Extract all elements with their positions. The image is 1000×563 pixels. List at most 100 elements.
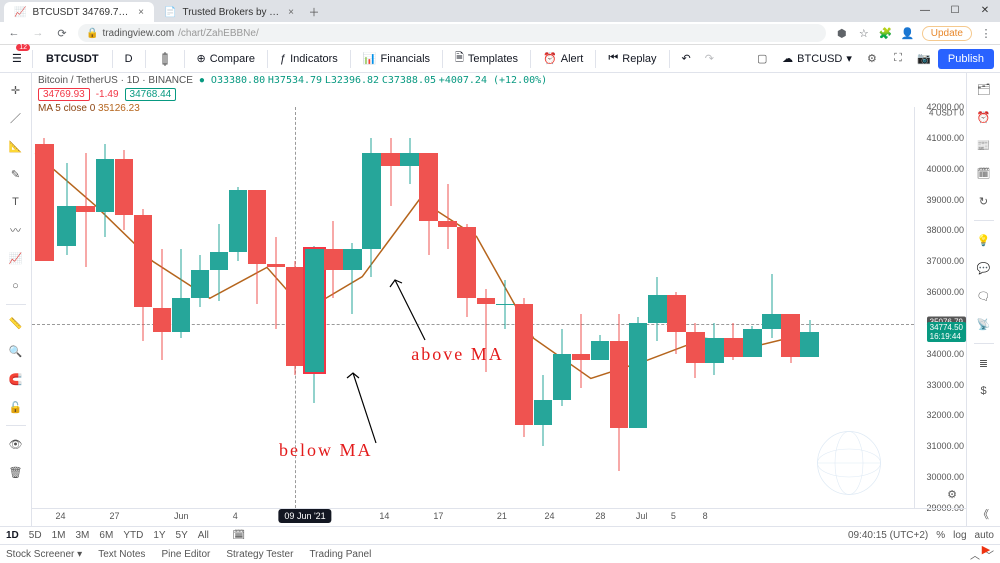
candle [629,107,648,508]
extension-icon[interactable]: ⬢ [834,25,850,41]
reload-button[interactable]: ⟳ [54,25,70,41]
url-host: tradingview.com [102,28,174,39]
close-icon[interactable]: × [288,7,294,18]
tv-toolbar: ☰ BTCUSDT D ⊕Compare ƒIndicators 📊Financ… [0,45,1000,73]
candle [553,107,572,508]
news-icon[interactable]: 📰 [972,133,996,157]
close-icon[interactable]: × [138,7,144,18]
date-flag: 09 Jun '21 [278,509,331,523]
layout-symbol[interactable]: ☁BTCUSD▾ [776,48,858,70]
ruler-tool[interactable]: 📏 [3,310,29,336]
back-button[interactable]: ← [6,25,22,41]
fullscreen-icon[interactable]: ⛶ [886,47,910,71]
layout-button[interactable]: ▢ [750,47,774,71]
order-icon[interactable]: $ [972,379,996,403]
candle [743,107,762,508]
trash-tool[interactable]: 🗑 [3,459,29,485]
broadcast-icon[interactable]: 📡 [972,312,996,336]
interval-All[interactable]: All [198,530,209,541]
candle-style-button[interactable] [152,48,178,70]
x-tick: Jun [174,511,189,521]
zoom-tool[interactable]: 🔍 [3,338,29,364]
y-axis[interactable]: 4 USDT 0 ⚙ 29000.0030000.0031000.0032000… [914,107,966,508]
bottom-tab[interactable]: Pine Editor [161,549,210,560]
avatar-icon[interactable]: 👤 [900,25,916,41]
financials-button[interactable]: 📊Financials [357,48,436,70]
lock-tool[interactable]: 🔓 [3,394,29,420]
goto-date-icon[interactable]: 🗓 [227,524,251,548]
y-tick: 42000.00 [926,102,964,112]
stream-icon[interactable]: 🗨 [972,284,996,308]
interval-1D[interactable]: 1D [6,530,19,541]
fib-tool[interactable]: 📐 [3,133,29,159]
new-tab-button[interactable]: ＋ [304,2,324,22]
candle [324,107,343,508]
compare-button[interactable]: ⊕Compare [191,48,261,70]
replay-button[interactable]: ⏮Replay [602,48,662,70]
undo-button[interactable]: ↶ [676,48,697,70]
update-button[interactable]: Update [922,26,972,41]
interval-5D[interactable]: 5D [29,530,42,541]
bottom-tab[interactable]: Trading Panel [309,549,371,560]
camera-icon[interactable]: 📷 [912,47,936,71]
interval-6M[interactable]: 6M [99,530,113,541]
hotlist-icon[interactable]: 🗓 [972,161,996,185]
globe-watermark [814,428,884,498]
star-icon[interactable]: ☆ [856,25,872,41]
interval-selector[interactable]: D [119,48,139,70]
alerts-panel-icon[interactable]: ⏰ [972,105,996,129]
tab-title: Trusted Brokers by Trading Acad [182,7,282,18]
url-bar[interactable]: 🔒 tradingview.com/chart/ZahEBBNe/ [78,24,826,42]
eye-tool[interactable]: 👁 [3,431,29,457]
kebab-menu-icon[interactable]: ⋮ [978,25,994,41]
text-tool[interactable]: T [3,189,29,215]
calendar-icon[interactable]: ↻ [972,189,996,213]
prediction-tool[interactable]: 📈 [3,245,29,271]
x-axis[interactable]: 2427Jun471417212428Jul5809 Jun '21 [32,508,966,526]
interval-3M[interactable]: 3M [76,530,90,541]
interval-YTD[interactable]: YTD [123,530,143,541]
pattern-tool[interactable]: 〰 [3,217,29,243]
symbol-selector[interactable]: BTCUSDT [39,48,106,70]
redo-button[interactable]: ↷ [699,48,720,70]
chat-icon[interactable]: 💬 [972,256,996,280]
log-toggle[interactable]: log [953,530,966,541]
trendline-tool[interactable]: ／ [3,105,29,131]
video-icon[interactable]: ▶ [974,537,998,561]
publish-button[interactable]: Publish [938,49,994,69]
browser-tab[interactable]: 📄 Trusted Brokers by Trading Acad × [154,2,304,22]
settings-icon[interactable]: ⚙ [860,47,884,71]
ideas-icon[interactable]: 💡 [972,228,996,252]
interval-1M[interactable]: 1M [52,530,66,541]
dom-icon[interactable]: ≣ [972,351,996,375]
forward-button[interactable]: → [30,25,46,41]
hamburger-menu[interactable]: ☰ [6,48,26,70]
chart-canvas[interactable]: above MA below MA [32,107,914,508]
shapes-tool[interactable]: ○ [3,273,29,299]
window-maximize[interactable]: ☐ [940,0,970,20]
window-close[interactable]: ✕ [970,0,1000,20]
x-tick: 17 [433,511,443,521]
browser-tab-active[interactable]: 📈 BTCUSDT 34769.73 ▲ +1.61% B × [4,2,154,22]
puzzle-icon[interactable]: 🧩 [878,25,894,41]
interval-1Y[interactable]: 1Y [153,530,165,541]
bottom-tab[interactable]: Stock Screener ▾ [6,549,82,560]
clock: 09:40:15 (UTC+2) [848,530,928,541]
bottom-tab[interactable]: Strategy Tester [226,549,293,560]
percent-toggle[interactable]: % [936,530,945,541]
candle [419,107,438,508]
replay-icon: ⏮ [608,52,618,65]
interval-5Y[interactable]: 5Y [176,530,188,541]
bottom-tab[interactable]: Text Notes [98,549,145,560]
window-minimize[interactable]: — [910,0,940,20]
indicators-button[interactable]: ƒIndicators [274,48,344,70]
cross-tool[interactable]: ✛ [3,77,29,103]
magnet-tool[interactable]: 🧲 [3,366,29,392]
templates-button[interactable]: 🗎Templates [449,48,524,70]
alert-button[interactable]: ⏰Alert [537,48,589,70]
watchlist-icon[interactable]: 🗂 [972,77,996,101]
collapse-icon[interactable]: 《 [972,502,996,526]
x-tick: 24 [56,511,66,521]
tab-favicon: 📄 [164,7,176,18]
brush-tool[interactable]: ✎ [3,161,29,187]
